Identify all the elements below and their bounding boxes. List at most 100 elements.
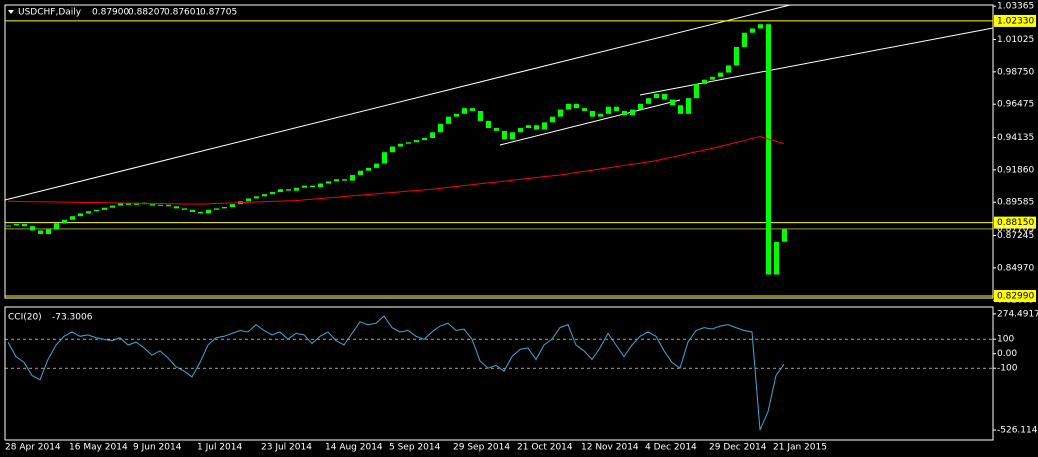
candle [710, 76, 715, 80]
candle [38, 230, 43, 234]
candle [606, 106, 611, 114]
x-tick-label: 12 Nov 2014 [581, 443, 639, 453]
candle [574, 103, 579, 109]
candle [510, 132, 515, 140]
candle [486, 120, 491, 129]
candle [542, 122, 547, 130]
candle [782, 228, 787, 242]
x-tick-label: 5 Sep 2014 [389, 443, 441, 453]
y-tick-label: 0.96475 [997, 100, 1034, 110]
candle [614, 106, 619, 111]
candle [70, 216, 75, 220]
candle [246, 198, 251, 202]
candle [30, 226, 35, 231]
candle [14, 224, 19, 226]
candle [102, 207, 107, 210]
candle [742, 32, 747, 47]
candle [590, 110, 595, 117]
candle [286, 189, 291, 191]
candle [670, 99, 675, 106]
candle [174, 206, 179, 209]
candle [110, 205, 115, 208]
candle [750, 28, 755, 33]
candle [22, 224, 27, 227]
channel-line [499, 99, 681, 146]
candle [734, 46, 739, 66]
candle [382, 152, 387, 164]
candle [86, 211, 91, 214]
candle [214, 208, 219, 210]
channel-line [639, 27, 994, 96]
candle [646, 98, 651, 104]
candle [302, 185, 307, 188]
y-tick-label: 0.91860 [997, 165, 1034, 175]
candle [518, 128, 523, 133]
y-tick-label: 0.94135 [997, 133, 1034, 143]
candle [390, 146, 395, 153]
candle [46, 229, 51, 234]
candle [446, 116, 451, 124]
candle [222, 206, 227, 209]
candle [582, 108, 587, 111]
indicator-title: CCI(20) [8, 313, 42, 323]
candle [294, 187, 299, 191]
y-tick-label: 1.01025 [997, 35, 1034, 45]
candle [534, 125, 539, 130]
menu-arrow[interactable] [8, 10, 14, 14]
candle [150, 204, 155, 206]
candle [494, 128, 499, 131]
x-tick-label: 29 Sep 2014 [453, 443, 510, 453]
candle [318, 183, 323, 188]
candle [502, 130, 507, 140]
candle [678, 105, 683, 114]
level-label-box [994, 290, 1036, 303]
candle [766, 24, 771, 275]
x-tick-label: 1 Jul 2014 [197, 443, 242, 453]
candle [78, 213, 83, 217]
candle [206, 209, 211, 214]
candle [118, 203, 123, 206]
candle [454, 113, 459, 117]
level-label-box [994, 216, 1036, 229]
candle [342, 179, 347, 181]
y-tick-label: 0.89585 [997, 198, 1034, 208]
y-tick-label: 0.84970 [997, 263, 1034, 273]
x-tick-label: 21 Jan 2015 [773, 443, 827, 453]
candle [406, 142, 411, 144]
candle [366, 167, 371, 171]
candle [374, 163, 379, 168]
y-tick-label: 1.03365 [997, 2, 1034, 12]
x-tick-label: 16 May 2014 [69, 443, 128, 453]
candle [310, 185, 315, 188]
candle [478, 110, 483, 121]
x-tick-label: 4 Dec 2014 [645, 443, 697, 453]
ohlc-high: 0.88207 [128, 8, 165, 18]
candle [430, 132, 435, 138]
x-tick-label: 28 Apr 2014 [5, 443, 61, 453]
candle [54, 223, 59, 230]
x-tick-label: 29 Dec 2014 [709, 443, 767, 453]
ohlc-open: 0.87900 [92, 8, 129, 18]
candle [62, 219, 67, 224]
candle [758, 24, 763, 29]
candle [158, 204, 163, 206]
candle [166, 204, 171, 207]
level-label: 0.82990 [997, 292, 1034, 302]
candle [718, 72, 723, 77]
candle [638, 103, 643, 110]
candle [270, 192, 275, 195]
candle [326, 181, 331, 184]
candle [398, 143, 403, 147]
price-label: 0.87705 [997, 224, 1034, 234]
y-tick-label: -100 [997, 364, 1018, 374]
candle [438, 123, 443, 133]
candle [526, 125, 531, 129]
candle [598, 113, 603, 117]
level-label: 1.02330 [997, 16, 1034, 26]
indicator-value: -73.3006 [52, 313, 93, 323]
candle [470, 108, 475, 111]
candle [694, 83, 699, 99]
y-tick-label: 0.87245 [997, 231, 1034, 241]
